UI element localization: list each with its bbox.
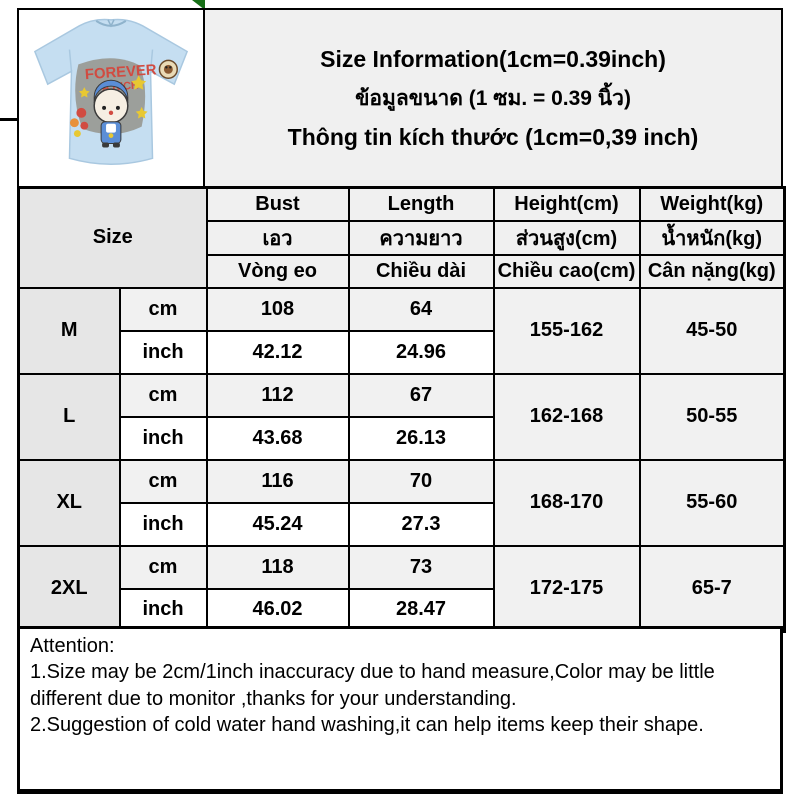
col-header-weight-vi: Cân nặng(kg) (638, 253, 786, 289)
unit-label-inch: inch (118, 329, 208, 375)
bust-cm-l: 112 (205, 372, 350, 418)
unit-label-cm: cm (118, 372, 208, 418)
bust-cm-m: 108 (205, 286, 350, 332)
height-l: 162-168 (492, 372, 641, 461)
col-header-length-th: ความยาว (347, 219, 495, 256)
length-inch-xl: 27.3 (347, 501, 495, 547)
length-inch-m: 24.96 (347, 329, 495, 375)
length-cm-l: 67 (347, 372, 495, 418)
col-header-height-vi: Chiều cao(cm) (492, 253, 641, 289)
height-2xl: 172-175 (492, 544, 641, 633)
title-english: Size Information(1cm=0.39inch) (320, 45, 666, 72)
left-edge-tick (0, 118, 17, 121)
unit-label-inch: inch (118, 415, 208, 461)
size-label-l: L (17, 372, 121, 461)
height-xl: 168-170 (492, 458, 641, 547)
bust-cm-xl: 116 (205, 458, 350, 504)
attention-line-1: 1.Size may be 2cm/1inch inaccuracy due t… (30, 661, 715, 710)
green-corner-marker (192, 0, 205, 10)
col-header-height: Height(cm) (492, 186, 641, 222)
tshirt-illustration: FOREVER A RICH (33, 18, 189, 165)
size-info-header: Size Information(1cm=0.39inch) ข้อมูลขนา… (205, 8, 783, 188)
col-header-bust-vi: Vòng eo (205, 253, 350, 289)
col-header-length-vi: Chiều dài (347, 253, 495, 289)
col-header-bust: Bust (205, 186, 350, 222)
weight-m: 45-50 (638, 286, 786, 375)
length-cm-m: 64 (347, 286, 495, 332)
col-header-weight: Weight(kg) (638, 186, 786, 222)
attention-heading: Attention: (30, 635, 115, 657)
bust-inch-2xl: 46.02 (205, 587, 350, 633)
size-label-xl: XL (17, 458, 121, 547)
height-m: 155-162 (492, 286, 641, 375)
length-inch-l: 26.13 (347, 415, 495, 461)
size-corner-cell: Size (17, 186, 208, 289)
weight-xl: 55-60 (638, 458, 786, 547)
title-vietnamese: Thông tin kích thước (1cm=0,39 inch) (287, 123, 699, 150)
unit-label-cm: cm (118, 286, 208, 332)
bust-inch-m: 42.12 (205, 329, 350, 375)
bust-cm-2xl: 118 (205, 544, 350, 590)
col-header-length: Length (347, 186, 495, 222)
bust-inch-l: 43.68 (205, 415, 350, 461)
attention-note: Attention: 1.Size may be 2cm/1inch inacc… (17, 626, 783, 794)
col-header-bust-th: เอว (205, 219, 350, 256)
size-label-m: M (17, 286, 121, 375)
weight-l: 50-55 (638, 372, 786, 461)
weight-2xl: 65-7 (638, 544, 786, 633)
unit-label-cm: cm (118, 544, 208, 590)
unit-label-inch: inch (118, 501, 208, 547)
length-cm-xl: 70 (347, 458, 495, 504)
col-header-weight-th: น้ำหนัก(kg) (638, 219, 786, 256)
size-table: Size Bust Length Height(cm) Weight(kg) เ… (17, 186, 786, 633)
size-label-2xl: 2XL (17, 544, 121, 633)
product-photo: FOREVER A RICH (17, 8, 205, 188)
attention-line-2: 2.Suggestion of cold water hand washing,… (30, 714, 704, 737)
length-cm-2xl: 73 (347, 544, 495, 590)
col-header-height-th: ส่วนสูง(cm) (492, 219, 641, 256)
unit-label-cm: cm (118, 458, 208, 504)
length-inch-2xl: 28.47 (347, 587, 495, 633)
title-thai: ข้อมูลขนาด (1 ซม. = 0.39 นิ้ว) (355, 86, 631, 110)
bust-inch-xl: 45.24 (205, 501, 350, 547)
